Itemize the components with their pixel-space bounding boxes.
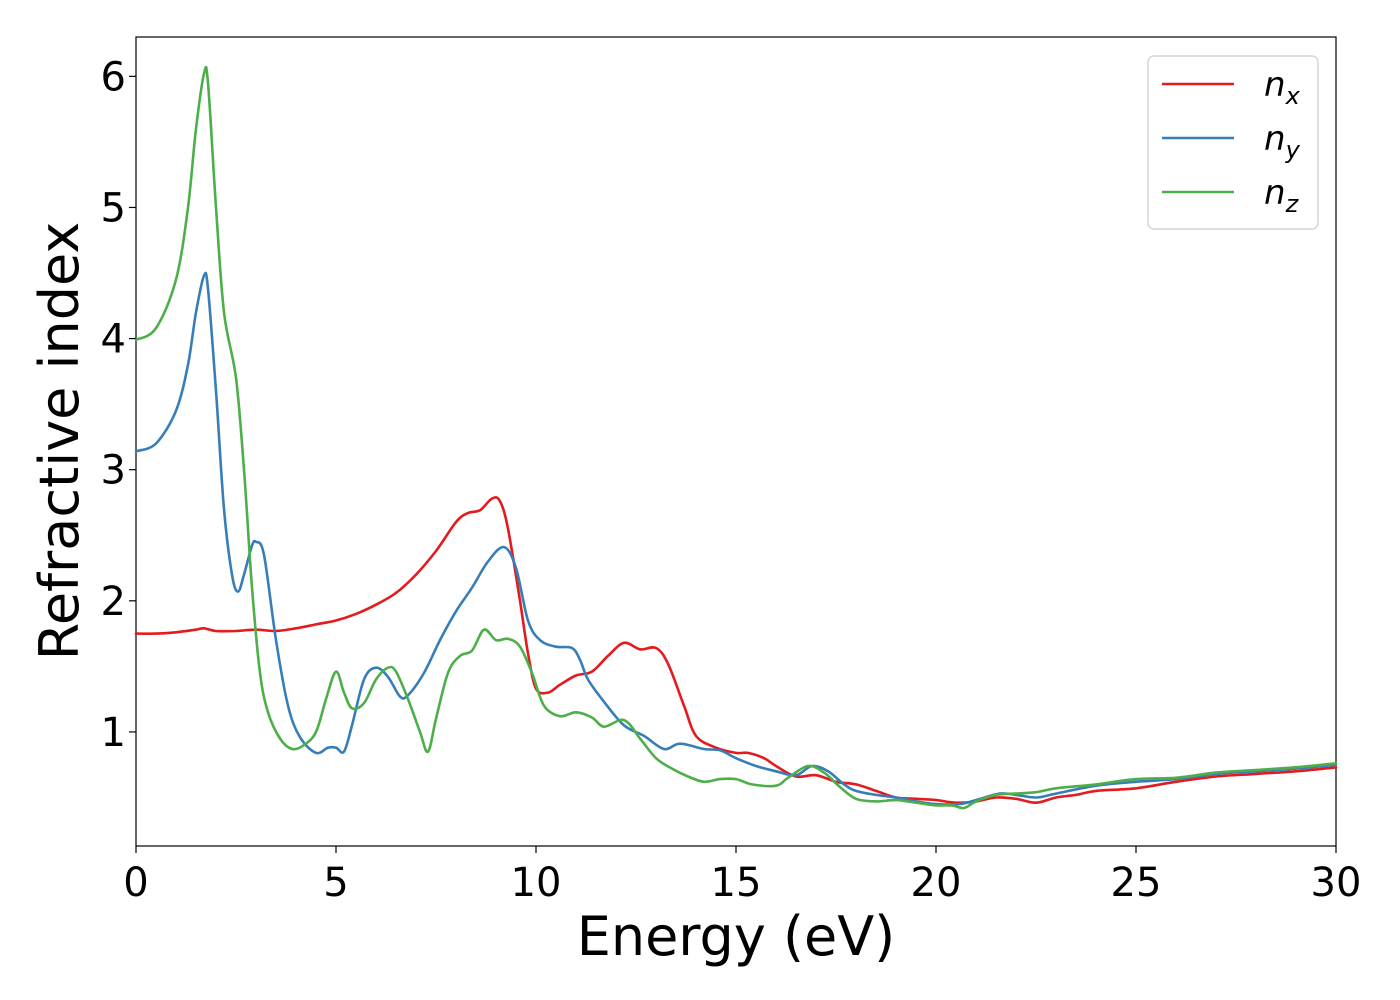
- y-axis-ticks: 1 2 3 4 5 6: [101, 54, 136, 756]
- x-tick-label: 25: [1111, 860, 1162, 906]
- x-tick-label: 10: [511, 860, 562, 906]
- legend-label-ny: ny: [1264, 119, 1301, 164]
- x-tick-label: 30: [1311, 860, 1362, 906]
- y-tick-label: 6: [101, 54, 126, 100]
- series-line-nx: [134, 496, 1338, 805]
- series-lines: [134, 65, 1338, 810]
- y-tick-label: 3: [101, 448, 126, 494]
- x-axis-ticks: 0 5 10 15 20 25 30: [123, 846, 1361, 906]
- legend: nx ny nz: [1147, 55, 1319, 230]
- x-axis-title: Energy (eV): [577, 905, 896, 968]
- series-line-nz: [134, 65, 1338, 810]
- x-tick-label: 20: [911, 860, 962, 906]
- y-axis-title: Refractive index: [28, 222, 91, 661]
- x-tick-label: 15: [711, 860, 762, 906]
- legend-label-nz: nz: [1264, 173, 1300, 218]
- y-tick-label: 2: [101, 579, 126, 625]
- series-line-ny: [134, 271, 1338, 806]
- y-tick-label: 1: [101, 710, 126, 756]
- x-tick-label: 0: [123, 860, 148, 906]
- y-tick-label: 4: [101, 317, 126, 363]
- y-tick-label: 5: [101, 185, 126, 231]
- legend-label-nx: nx: [1264, 65, 1301, 110]
- x-tick-label: 5: [323, 860, 348, 906]
- legend-box: [1147, 55, 1319, 230]
